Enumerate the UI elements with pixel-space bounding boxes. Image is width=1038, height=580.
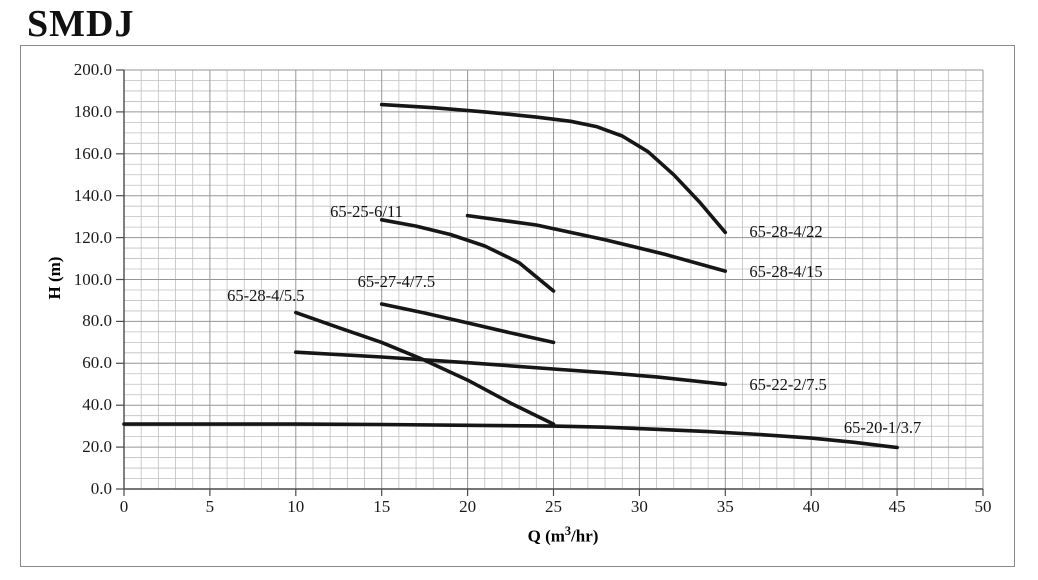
x-tick-label-50: 50	[974, 497, 992, 516]
pump-curve-65-20-1-3-7	[122, 422, 899, 450]
x-axis-title-sup: 3	[564, 524, 572, 538]
x-tick-label-20: 20	[459, 497, 477, 516]
y-tick-label-40.0: 40.0	[82, 395, 112, 415]
y-tick-label-140.0: 140.0	[73, 185, 112, 205]
x-tick-label-30: 30	[630, 497, 648, 516]
x-tick-label-10: 10	[287, 497, 305, 516]
pump-curve-65-27-4-7-5	[379, 302, 556, 345]
x-axis-title-post: /hr)	[571, 526, 599, 546]
pump-curve-65-28-4-5-5	[293, 310, 556, 426]
y-tick-label-160.0: 160.0	[73, 143, 112, 163]
pump-curve-65-22-2-7-5	[293, 350, 728, 387]
y-tick-label-120.0: 120.0	[73, 227, 112, 247]
x-tick-label-45: 45	[888, 497, 906, 516]
y-tick-label-20.0: 20.0	[82, 437, 112, 457]
x-tick-label-15: 15	[373, 497, 391, 516]
pump-curve-65-25-6-11	[379, 218, 556, 293]
x-axis-title: Q (m3/hr)	[478, 519, 648, 546]
y-tick-label-200.0: 200.0	[73, 60, 112, 79]
x-tick-label-5: 5	[205, 497, 215, 516]
y-tick-label-180.0: 180.0	[73, 101, 112, 121]
pump-curve-65-28-4-22	[379, 102, 728, 235]
chart-title: SMDJ	[27, 3, 135, 45]
curve-label-65-28-4-15: 65-28-4/15	[749, 262, 823, 282]
y-axis-title: H (m)	[45, 214, 65, 342]
x-tick-label-0: 0	[119, 497, 129, 516]
curve-label-65-22-2-7-5: 65-22-2/7.5	[749, 375, 827, 395]
x-tick-label-25: 25	[545, 497, 562, 516]
curve-label-65-28-4-5-5: 65-28-4/5.5	[227, 286, 305, 306]
y-tick-label-60.0: 60.0	[82, 353, 112, 373]
curve-label-65-25-6-11: 65-25-6/11	[330, 201, 403, 221]
y-tick-label-100.0: 100.0	[73, 269, 112, 289]
curve-label-65-27-4-7-5: 65-27-4/7.5	[357, 272, 436, 291]
x-tick-label-35: 35	[716, 497, 734, 516]
chart-frame	[20, 45, 1015, 567]
curve-label-65-20-1-3-7: 65-20-1/3.7	[843, 417, 922, 437]
y-tick-label-80.0: 80.0	[82, 311, 112, 331]
curve-label-65-28-4-22: 65-28-4/22	[749, 222, 823, 242]
pump-curve-65-28-4-15	[465, 213, 728, 273]
y-tick-label-0.0: 0.0	[90, 479, 112, 498]
x-axis-title-pre: Q (m	[527, 526, 565, 546]
y-axis-title-text: H (m)	[45, 256, 64, 300]
x-tick-label-40: 40	[802, 497, 820, 516]
